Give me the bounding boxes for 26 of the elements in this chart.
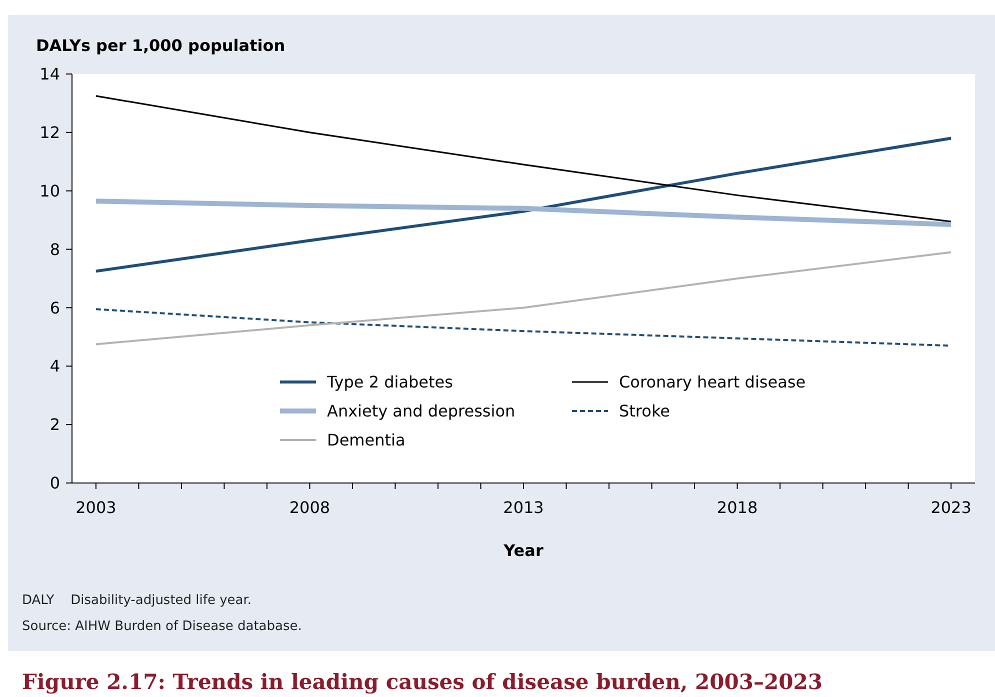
y-tick-label: 2 [50, 415, 60, 434]
x-tick-label: 2023 [930, 498, 972, 517]
x-tick-label: 2018 [716, 498, 758, 517]
y-tick-label: 12 [40, 123, 60, 142]
x-axis-title: Year [502, 541, 544, 560]
legend-label: Type 2 diabetes [326, 372, 453, 392]
source-note: Source: AIHW Burden of Disease database. [22, 619, 302, 634]
y-tick-label: 4 [50, 356, 60, 376]
legend-label: Anxiety and depression [327, 402, 516, 421]
y-tick-label: 10 [40, 181, 60, 200]
text: DALY Disability-adjusted life year. [22, 593, 252, 608]
text: Figure 2.17: Trends in leading causes of disease burden, 2003–2023 [22, 669, 822, 694]
legend-label: Dementia [327, 430, 406, 450]
y-tick-label: 8 [50, 240, 60, 259]
y-tick-label: 0 [50, 474, 60, 493]
line-series [94, 251, 952, 346]
legend-label: Coronary heart disease [619, 372, 806, 392]
x-tick-label: 2003 [76, 498, 116, 517]
line-series [95, 95, 952, 222]
y-axis-title: DALYs per 1,000 population [36, 36, 286, 55]
x-tick-label: 2008 [289, 498, 330, 517]
legend-label: Stroke [619, 402, 670, 421]
y-tick-label: 6 [50, 298, 60, 318]
x-tick-label: 2013 [503, 498, 544, 517]
y-tick-label: 14 [40, 64, 60, 84]
line-series [94, 136, 953, 273]
